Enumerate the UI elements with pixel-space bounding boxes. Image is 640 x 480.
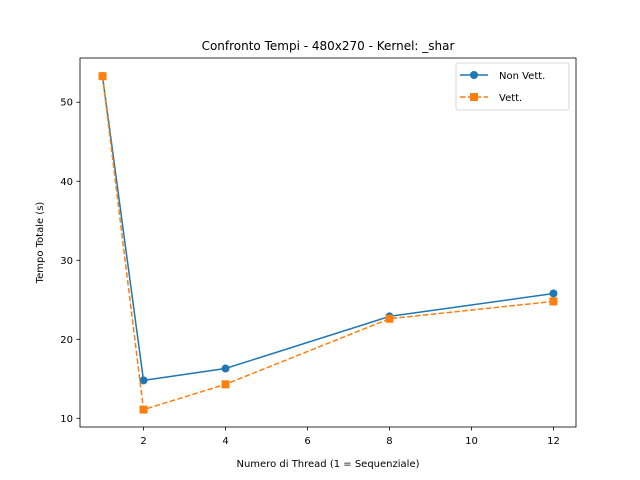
data-point-vett: [98, 72, 107, 81]
data-point-non-vett: [139, 376, 148, 385]
y-tick-label: 20: [60, 335, 73, 346]
legend: Non Vett. Vett.: [455, 62, 570, 111]
y-tick-label: 10: [60, 414, 73, 425]
y-tick-label: 50: [60, 98, 73, 109]
chart-title: Confronto Tempi - 480x270 - Kernel: _sha…: [202, 39, 455, 53]
legend-marker-vett: [470, 93, 478, 101]
x-tick-label: 6: [304, 436, 310, 447]
x-axis-label: Numero di Thread (1 = Sequenziale): [236, 459, 419, 470]
data-point-vett: [549, 297, 558, 306]
y-axis: 10 20 30 40 50: [60, 98, 80, 425]
legend-label-non-vett: Non Vett.: [499, 71, 545, 82]
y-tick-label: 30: [60, 256, 73, 267]
series-line-vett: [101, 76, 554, 411]
x-axis: 2 4 6 8 10 12: [140, 427, 560, 447]
x-tick-label: 12: [547, 436, 560, 447]
data-point-vett: [139, 405, 148, 414]
data-point-vett: [385, 314, 394, 323]
data-point-non-vett: [221, 364, 230, 373]
series-layer: [98, 72, 558, 414]
x-tick-label: 4: [222, 436, 228, 447]
x-tick-label: 10: [465, 436, 478, 447]
plot-area: [79, 57, 577, 428]
x-tick-label: 2: [140, 436, 146, 447]
x-tick-label: 8: [386, 436, 392, 447]
legend-label-vett: Vett.: [499, 93, 522, 104]
data-point-vett: [221, 380, 230, 389]
legend-marker-non-vett: [470, 71, 478, 79]
data-point-non-vett: [549, 289, 558, 298]
y-tick-label: 40: [60, 177, 73, 188]
y-axis-label: Tempo Totale (s): [35, 202, 46, 285]
series-line-non-vett: [101, 76, 554, 382]
